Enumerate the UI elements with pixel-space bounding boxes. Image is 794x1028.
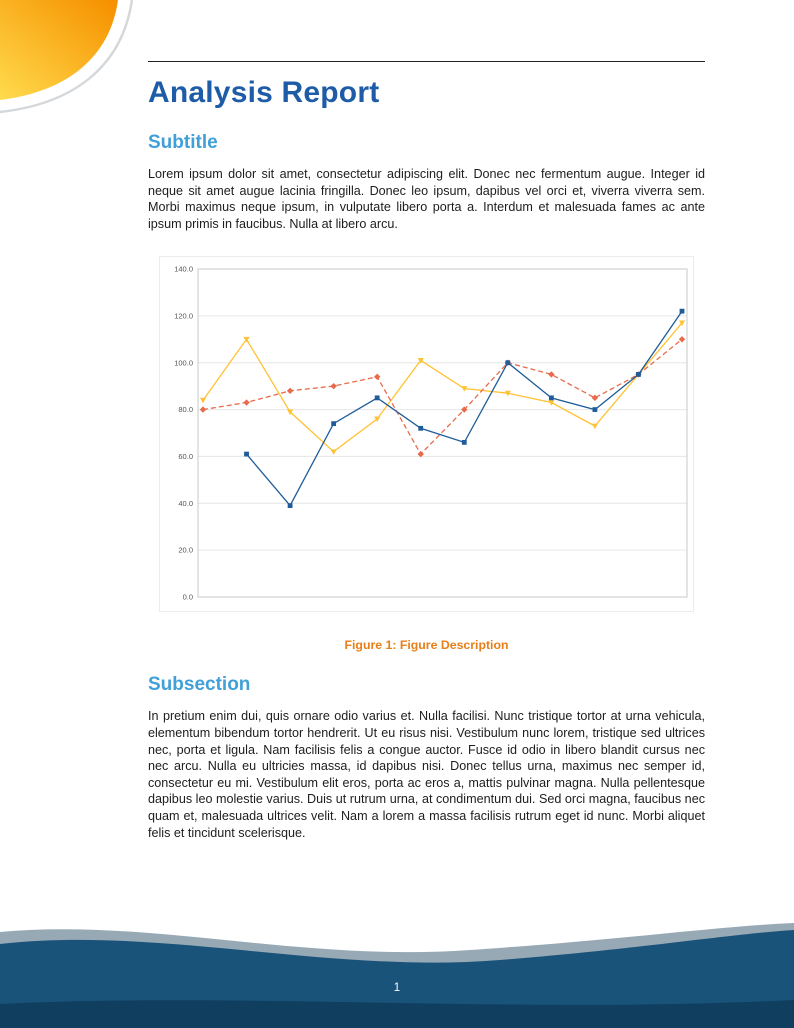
svg-text:20.0: 20.0 bbox=[178, 546, 193, 555]
svg-text:120.0: 120.0 bbox=[174, 312, 193, 321]
page-footer: 1 bbox=[0, 916, 794, 1028]
svg-text:60.0: 60.0 bbox=[178, 452, 193, 461]
section-heading-subtitle: Subtitle bbox=[148, 132, 218, 153]
figure-caption: Figure 1: Figure Description bbox=[148, 638, 705, 652]
svg-text:100.0: 100.0 bbox=[174, 359, 193, 368]
footer-wave-decoration bbox=[0, 923, 794, 1028]
line-chart: 0.0 20.0 40.0 60.0 80.0 100.0 120.0 140.0 bbox=[159, 256, 694, 613]
figure-caption-label: Figure 1: bbox=[344, 638, 397, 653]
corner-arc bbox=[0, 0, 134, 114]
svg-text:40.0: 40.0 bbox=[178, 499, 193, 508]
footer-wave-dark bbox=[0, 1000, 794, 1028]
report-content: Analysis Report Subtitle Lorem ipsum dol… bbox=[148, 0, 705, 841]
report-title: Analysis Report bbox=[148, 76, 380, 109]
corner-blob bbox=[0, 0, 118, 100]
figure-1: 0.0 20.0 40.0 60.0 80.0 100.0 120.0 140.0 Figur… bbox=[148, 256, 705, 652]
header-rule bbox=[148, 61, 705, 62]
svg-text:140.0: 140.0 bbox=[174, 265, 193, 274]
corner-swoosh-decoration bbox=[0, 0, 134, 114]
svg-text:0.0: 0.0 bbox=[183, 593, 193, 602]
section-heading-subsection: Subsection bbox=[148, 674, 251, 696]
page-number: 1 bbox=[393, 982, 401, 994]
svg-text:80.0: 80.0 bbox=[178, 406, 193, 415]
paragraph-subsection: In pretium enim dui, quis ornare odio va… bbox=[148, 709, 705, 840]
paragraph-subtitle: Lorem ipsum dolor sit amet, consectetur … bbox=[148, 167, 705, 231]
figure-caption-text: Figure Description bbox=[399, 638, 509, 653]
